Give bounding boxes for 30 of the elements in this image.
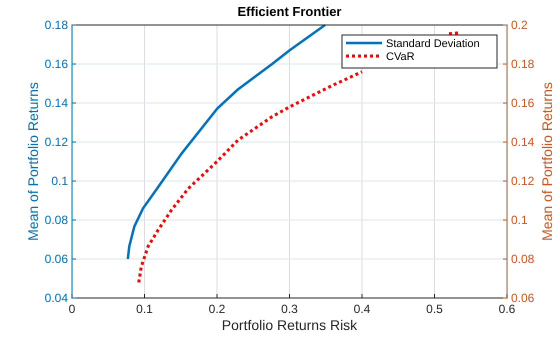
y2-tick-label: 0.18 bbox=[511, 57, 535, 71]
y-tick-label: 0.16 bbox=[44, 57, 68, 71]
legend-label: Standard Deviation bbox=[386, 38, 480, 50]
chart-title: Efficient Frontier bbox=[237, 4, 342, 19]
x-axis-title: Portfolio Returns Risk bbox=[222, 317, 358, 333]
y2-tick-label: 0.06 bbox=[511, 291, 535, 305]
y-axis-title: Mean of Portfolio Returns bbox=[25, 82, 41, 241]
y2-tick-label: 0.16 bbox=[511, 96, 535, 110]
x-tick-label: 0.5 bbox=[426, 302, 444, 316]
line-series bbox=[126, 24, 326, 260]
y-tick-label: 0.12 bbox=[44, 135, 68, 149]
x-tick-label: 0.4 bbox=[354, 302, 371, 316]
y-tick-label: 0.06 bbox=[44, 252, 68, 266]
x-tick-label: 0 bbox=[68, 302, 76, 316]
y-tick-label: 0.08 bbox=[44, 213, 68, 227]
y2-tick-label: 0.1 bbox=[511, 213, 528, 227]
x-tick-label: 0.2 bbox=[208, 302, 226, 316]
y2-tick-label: 0.12 bbox=[511, 174, 535, 188]
y2-axis-title: Mean of Portfolio Returns bbox=[539, 82, 555, 241]
x-tick-label: 0.1 bbox=[136, 302, 154, 316]
y-tick-label: 0.14 bbox=[44, 96, 68, 110]
x-tick-label: 0.6 bbox=[498, 302, 516, 316]
y2-tick-label: 0.2 bbox=[511, 18, 528, 32]
y2-tick-label: 0.08 bbox=[511, 252, 535, 266]
legend-label: CVaR bbox=[386, 51, 415, 63]
y2-tick-label: 0.14 bbox=[511, 135, 535, 149]
y-tick-label: 0.04 bbox=[44, 291, 68, 305]
y-tick-label: 0.1 bbox=[51, 174, 68, 188]
x-tick-label: 0.3 bbox=[281, 302, 298, 316]
y-tick-label: 0.18 bbox=[44, 18, 68, 32]
